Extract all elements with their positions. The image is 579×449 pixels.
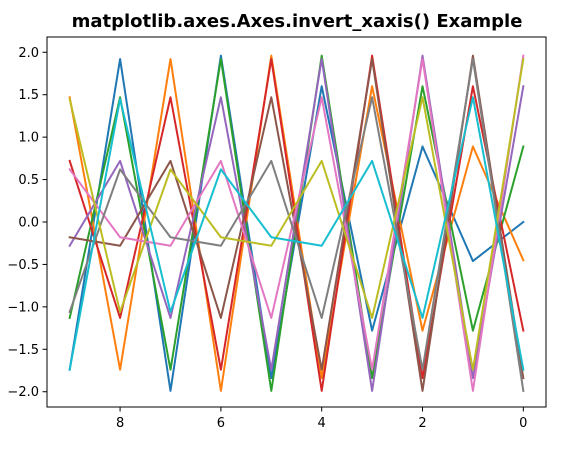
- series-9: [68, 96, 525, 371]
- chart-title: matplotlib.axes.Axes.invert_xaxis() Exam…: [72, 11, 523, 32]
- y-tick: 2.0: [18, 46, 47, 61]
- series-line-9: [68, 96, 525, 371]
- x-tick: 0: [519, 407, 527, 431]
- y-tick: −2.0: [7, 385, 47, 400]
- x-tick-label: 0: [519, 416, 527, 431]
- y-tick-label: 1.5: [18, 88, 39, 103]
- y-tick: −1.5: [7, 343, 47, 358]
- x-tick: 8: [116, 407, 124, 431]
- series-8: [68, 57, 525, 371]
- series-lines: [68, 54, 525, 393]
- plot-frame: [46, 36, 547, 408]
- y-axis-ticks: 2.0 1.5 1.0 0.5 0.0 −0.5 −1.0 −1.5 −2.0: [7, 46, 47, 400]
- y-tick: −0.5: [7, 258, 47, 273]
- y-tick-label: 0.0: [18, 216, 39, 231]
- x-tick-label: 6: [217, 416, 225, 431]
- y-tick: 1.0: [18, 131, 47, 146]
- x-tick: 2: [418, 407, 427, 431]
- y-tick-label: 2.0: [18, 46, 39, 61]
- x-axis-ticks: 8 6 4 2 0: [116, 407, 527, 431]
- x-tick: 4: [318, 407, 326, 431]
- y-tick: 0.5: [18, 173, 47, 188]
- x-tick-label: 4: [318, 416, 326, 431]
- x-tick-label: 8: [116, 416, 124, 431]
- x-tick: 6: [217, 407, 225, 431]
- y-tick-label: −2.0: [7, 385, 39, 400]
- series-line-8: [68, 57, 525, 371]
- y-tick-label: −1.5: [7, 343, 39, 358]
- y-tick-label: −1.0: [7, 300, 39, 315]
- x-tick-label: 2: [418, 416, 426, 431]
- y-tick-label: 0.5: [18, 173, 39, 188]
- y-tick: 1.5: [18, 88, 47, 103]
- y-tick-label: −0.5: [7, 258, 39, 273]
- y-tick-label: 1.0: [18, 131, 39, 146]
- y-tick: 0.0: [18, 216, 47, 231]
- y-tick: −1.0: [7, 300, 47, 315]
